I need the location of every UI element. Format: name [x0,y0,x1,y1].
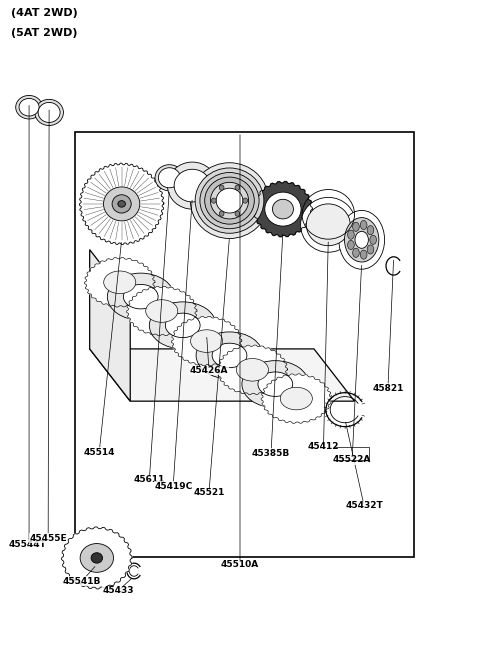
Ellipse shape [80,544,114,572]
Ellipse shape [211,198,216,203]
Ellipse shape [280,387,312,410]
Ellipse shape [35,99,63,125]
Ellipse shape [174,169,210,202]
Polygon shape [127,286,197,336]
Text: 45821: 45821 [372,384,404,392]
Ellipse shape [339,211,384,269]
Ellipse shape [348,230,354,239]
Text: 45514: 45514 [84,447,115,457]
Polygon shape [261,374,332,423]
Ellipse shape [265,192,301,226]
Ellipse shape [212,343,247,367]
Ellipse shape [236,359,268,381]
Ellipse shape [38,102,60,123]
Text: (5AT 2WD): (5AT 2WD) [11,28,77,37]
Text: 45522A: 45522A [333,455,372,464]
Ellipse shape [216,188,243,213]
Ellipse shape [235,185,240,190]
Text: 45541B: 45541B [62,577,101,586]
Ellipse shape [370,236,376,245]
Ellipse shape [166,313,200,338]
Text: (4AT 2WD): (4AT 2WD) [11,8,78,18]
Polygon shape [217,345,288,394]
Ellipse shape [353,248,360,257]
Ellipse shape [200,173,259,229]
Ellipse shape [243,198,248,203]
Ellipse shape [149,302,216,349]
Text: 45544T: 45544T [9,541,47,549]
Ellipse shape [146,300,178,322]
Ellipse shape [258,372,293,396]
Polygon shape [61,527,132,589]
Ellipse shape [104,187,140,221]
Ellipse shape [155,165,184,191]
Ellipse shape [118,201,125,207]
Text: 45419C: 45419C [154,482,192,491]
Ellipse shape [355,232,368,249]
Ellipse shape [210,182,249,219]
Ellipse shape [367,226,374,235]
Ellipse shape [191,163,269,239]
Ellipse shape [353,222,360,232]
Ellipse shape [16,96,42,119]
Polygon shape [253,182,312,237]
Ellipse shape [196,332,263,379]
Ellipse shape [360,250,367,259]
Text: 45385B: 45385B [252,449,290,458]
Polygon shape [90,250,130,401]
Text: 45611: 45611 [133,475,165,484]
Ellipse shape [112,195,131,213]
Text: 45510A: 45510A [221,560,259,569]
Polygon shape [80,163,164,245]
Ellipse shape [168,162,217,209]
Polygon shape [90,349,355,401]
Text: 45455E: 45455E [29,534,67,543]
Ellipse shape [242,361,309,407]
Ellipse shape [158,168,180,188]
Text: 45426A: 45426A [190,366,228,375]
Ellipse shape [204,177,254,224]
Ellipse shape [191,330,223,352]
Ellipse shape [219,185,224,190]
Ellipse shape [195,168,264,234]
Text: 45412: 45412 [308,442,339,451]
Ellipse shape [19,98,39,116]
Ellipse shape [306,204,350,246]
Ellipse shape [273,199,293,219]
Ellipse shape [348,240,354,249]
Polygon shape [84,258,155,307]
Ellipse shape [345,218,379,262]
Text: 45433: 45433 [103,586,134,595]
Ellipse shape [123,285,158,309]
Ellipse shape [219,211,224,216]
Text: 45521: 45521 [193,488,225,497]
Ellipse shape [91,553,103,563]
Ellipse shape [104,271,136,294]
Ellipse shape [367,245,374,254]
Polygon shape [171,316,242,366]
Text: 45432T: 45432T [345,501,383,510]
Ellipse shape [300,197,356,252]
Ellipse shape [108,273,174,320]
Ellipse shape [360,220,367,230]
Ellipse shape [235,211,240,216]
